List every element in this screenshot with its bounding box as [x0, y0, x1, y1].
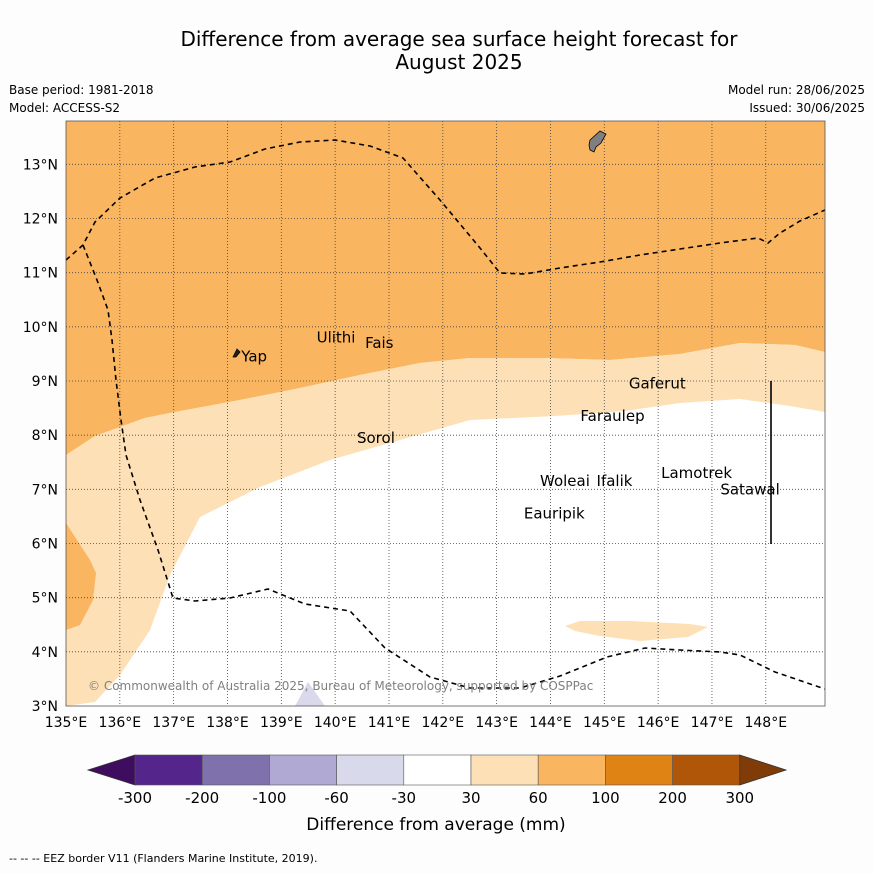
latitude-tick-label: 7°N — [32, 482, 58, 498]
longitude-tick-label: 144°E — [529, 715, 572, 731]
colorbar-cell — [201, 754, 270, 786]
place-label: Ifalik — [597, 472, 633, 490]
place-label: Yap — [240, 348, 267, 366]
latitude-tick-label: 10°N — [23, 320, 58, 336]
place-label: Eauripik — [524, 505, 585, 523]
latitude-tick-label: 9°N — [32, 374, 58, 390]
place-label: Fais — [365, 334, 394, 352]
place-labels: Yap Ulithi Fais Gaferut Faraulep Sorol Woleai I… — [240, 329, 780, 523]
anomaly-neg-30-60-patch — [295, 682, 325, 706]
colorbar-extend-high — [739, 754, 788, 786]
colorbar-tick-label: 30 — [461, 789, 480, 807]
colorbar-cell — [134, 754, 203, 786]
colorbar-cell — [605, 754, 673, 786]
longitude-tick-label: 142°E — [422, 715, 465, 731]
longitude-tick-label: 148°E — [744, 715, 787, 731]
longitude-tick-label: 145°E — [583, 715, 626, 731]
eez-border-line — [65, 139, 826, 275]
latitude-tick-label: 13°N — [23, 157, 58, 173]
latitude-axis: 3°N 4°N 5°N 6°N 7°N 8°N 9°N 10°N 11°N 12°N 13°N — [23, 157, 58, 715]
colorbar-extend-low — [86, 754, 136, 786]
colorbar-tick-label: 200 — [658, 789, 687, 807]
issued-date: Issued: 30/06/2025 — [749, 101, 865, 115]
model-run: Model run: 28/06/2025 — [727, 83, 865, 97]
latitude-tick-label: 8°N — [32, 428, 58, 444]
longitude-tick-label: 141°E — [368, 715, 411, 731]
latitude-tick-label: 4°N — [32, 645, 58, 661]
map-grid — [66, 121, 825, 706]
longitude-tick-label: 135°E — [45, 715, 88, 731]
place-label: Gaferut — [629, 375, 686, 393]
anomaly-30-60-patch-south — [565, 621, 708, 641]
anomaly-30-60-region — [66, 343, 825, 706]
chart-title: Difference from average sea surface heig… — [0, 28, 873, 74]
anomaly-60-100-patch-west — [66, 523, 96, 630]
colorbar-cell — [537, 754, 606, 786]
yap-island — [232, 348, 241, 358]
metadata-left: Base period: 1981-2018 Model: ACCESS-S2 — [9, 81, 154, 117]
colorbar-cell — [403, 754, 472, 786]
colorbar-tick-label: -300 — [118, 789, 152, 807]
latitude-tick-label: 11°N — [23, 266, 58, 282]
longitude-tick-label: 136°E — [99, 715, 142, 731]
latitude-tick-label: 12°N — [23, 212, 58, 228]
latitude-tick-label: 6°N — [32, 537, 58, 553]
longitude-tick-label: 147°E — [691, 715, 734, 731]
colorbar-tick-label: 60 — [529, 789, 548, 807]
copyright-notice: © Commonwealth of Australia 2025, Bureau… — [88, 679, 593, 693]
longitude-axis: 135°E 136°E 137°E 138°E 139°E 140°E 141°E 142°E… — [45, 715, 787, 731]
colorbar-tick-label: -30 — [392, 789, 417, 807]
colorbar-tick-label: 100 — [591, 789, 620, 807]
place-label: Sorol — [357, 429, 395, 447]
colorbar-label: Difference from average (mm) — [306, 815, 565, 835]
longitude-tick-label: 143°E — [475, 715, 518, 731]
guam-island — [588, 130, 607, 153]
base-period: Base period: 1981-2018 — [9, 83, 154, 97]
map-fill-layer — [66, 121, 825, 706]
place-label: Satawal — [720, 480, 779, 498]
title-line-1: Difference from average sea surface heig… — [180, 27, 738, 51]
colorbar-tick-label: -60 — [324, 789, 349, 807]
colorbar-cell — [672, 754, 741, 786]
map-frame — [65, 120, 826, 707]
model-name: Model: ACCESS-S2 — [9, 101, 121, 115]
place-label: Woleai — [540, 472, 590, 490]
metadata-right: Model run: 28/06/2025 Issued: 30/06/2025 — [728, 81, 865, 117]
colorbar-cell — [336, 754, 405, 786]
anomaly-60-100-region — [66, 121, 825, 455]
colorbar-tick-label: -200 — [185, 789, 219, 807]
colorbar-cell — [269, 754, 337, 786]
title-line-2: August 2025 — [395, 50, 523, 74]
eez-footnote: -- -- -- EEZ border V11 (Flanders Marine… — [9, 852, 318, 865]
colorbar-tick-label: -100 — [252, 789, 286, 807]
longitude-tick-label: 137°E — [152, 715, 195, 731]
place-label: Lamotrek — [661, 464, 732, 482]
colorbar: -300 -200 -100 -60 -30 30 60 100 200 300 Differen… — [86, 754, 788, 835]
longitude-tick-label: 140°E — [314, 715, 357, 731]
latitude-tick-label: 3°N — [32, 699, 58, 715]
longitude-tick-label: 146°E — [637, 715, 680, 731]
place-label: Faraulep — [580, 407, 644, 425]
place-label: Ulithi — [317, 329, 356, 347]
longitude-tick-label: 139°E — [260, 715, 303, 731]
latitude-tick-label: 5°N — [32, 591, 58, 607]
colorbar-cell — [470, 754, 539, 786]
longitude-tick-label: 138°E — [206, 715, 249, 731]
colorbar-tick-label: 300 — [725, 789, 754, 807]
eez-border-line-west — [82, 244, 826, 690]
